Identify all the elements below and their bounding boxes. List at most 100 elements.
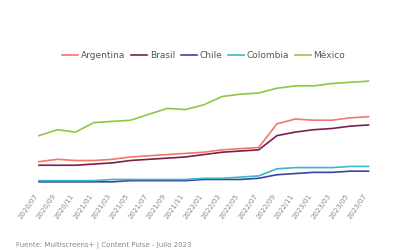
México [311,84,316,87]
Colombia [220,177,224,180]
Chile [366,170,371,173]
Line: Colombia: Colombia [39,166,368,181]
Colombia [110,178,115,181]
Argentina [146,154,151,157]
Brasil [73,164,78,167]
Brasil [55,164,60,167]
Colombia [311,166,316,169]
Brasil [37,164,42,167]
México [165,107,170,110]
Brasil [366,124,371,126]
Brasil [201,153,206,156]
Argentina [220,148,224,151]
México [73,130,78,134]
Brasil [256,148,261,151]
Argentina [37,160,42,163]
Chile [73,180,78,183]
México [256,92,261,94]
México [55,128,60,131]
Brasil [146,158,151,161]
Text: Fuente: Multiscreens+ | Content Pulse - Julio 2023: Fuente: Multiscreens+ | Content Pulse - … [16,242,192,249]
Colombia [274,167,279,170]
México [274,87,279,90]
Argentina [366,115,371,118]
Colombia [92,179,96,182]
México [146,113,151,116]
Brasil [274,134,279,137]
Chile [165,179,170,182]
Chile [293,172,298,175]
Line: Argentina: Argentina [39,117,368,162]
Chile [274,173,279,176]
Argentina [55,158,60,161]
Chile [330,171,334,174]
Brasil [348,125,353,128]
Brasil [220,151,224,154]
México [330,82,334,85]
Colombia [73,179,78,182]
Argentina [238,147,243,150]
Chile [201,178,206,181]
Chile [128,179,133,182]
Chile [238,178,243,181]
Argentina [201,151,206,154]
Colombia [293,166,298,169]
Colombia [366,165,371,168]
Chile [311,171,316,174]
Colombia [146,178,151,181]
Argentina [274,122,279,125]
Brasil [165,157,170,160]
Colombia [128,178,133,181]
Brasil [183,156,188,158]
Argentina [256,146,261,149]
México [293,84,298,87]
México [110,120,115,123]
Brasil [110,162,115,164]
Chile [146,179,151,182]
Chile [183,179,188,182]
México [238,93,243,96]
Colombia [55,179,60,182]
México [183,108,188,111]
Argentina [348,116,353,119]
Brasil [238,150,243,152]
Argentina [293,118,298,120]
Brasil [330,127,334,130]
Chile [55,180,60,183]
Chile [348,170,353,173]
Brasil [128,159,133,162]
Colombia [256,174,261,178]
Line: Chile: Chile [39,171,368,182]
Line: México: México [39,81,368,136]
Argentina [73,159,78,162]
México [37,134,42,137]
Argentina [183,152,188,155]
Colombia [348,165,353,168]
Chile [37,180,42,183]
Colombia [330,166,334,169]
Argentina [92,159,96,162]
Brasil [92,162,96,166]
Chile [92,180,96,183]
México [128,119,133,122]
Chile [256,177,261,180]
Colombia [238,176,243,178]
Argentina [330,119,334,122]
Brasil [293,130,298,134]
Line: Brasil: Brasil [39,125,368,165]
Argentina [165,153,170,156]
Argentina [110,158,115,161]
Colombia [37,179,42,182]
México [201,103,206,106]
Colombia [201,177,206,180]
Chile [220,178,224,181]
México [366,80,371,83]
Argentina [128,156,133,158]
México [348,81,353,84]
Chile [110,180,115,183]
Argentina [311,119,316,122]
Colombia [183,178,188,181]
México [220,95,224,98]
México [92,121,96,124]
Brasil [311,128,316,131]
